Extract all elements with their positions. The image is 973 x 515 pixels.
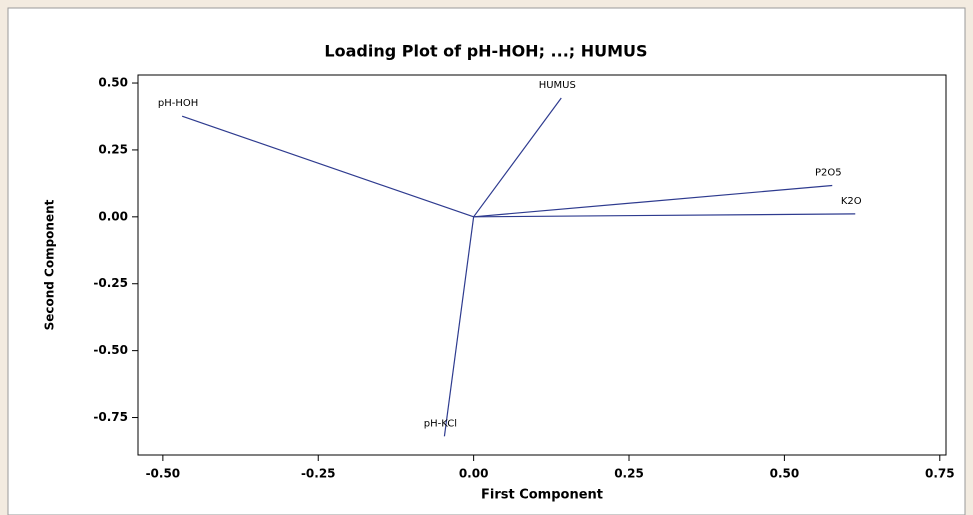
y-tick-label: 0.00 xyxy=(98,209,128,223)
plot-frame xyxy=(137,74,947,456)
point-label: pH-HOH xyxy=(158,98,198,109)
x-axis-label: First Component xyxy=(481,488,603,503)
y-tick-label: -0.75 xyxy=(93,410,128,424)
y-tick-label: 0.50 xyxy=(98,76,128,90)
x-tick-label: 0.25 xyxy=(614,467,644,481)
point-label: K2O xyxy=(841,196,862,207)
y-tick-label: 0.25 xyxy=(98,142,128,156)
point-label: pH-KCl xyxy=(424,418,457,429)
loading-vector xyxy=(181,115,474,218)
chart-title: Loading Plot of pH-HOH; ...; HUMUS xyxy=(324,42,647,61)
x-tick-label: -0.25 xyxy=(301,467,336,481)
point-label: HUMUS xyxy=(539,80,576,91)
loading-vector xyxy=(473,184,833,218)
y-tick-label: -0.25 xyxy=(93,276,128,290)
x-tick-label: 0.00 xyxy=(459,467,489,481)
x-tick-label: 0.75 xyxy=(925,467,955,481)
loading-vector xyxy=(473,97,562,218)
x-tick-label: -0.50 xyxy=(146,467,181,481)
loading-vector xyxy=(473,213,856,218)
point-label: P2O5 xyxy=(815,168,842,179)
loading-vector xyxy=(443,216,475,437)
y-axis-label: Second Component xyxy=(43,199,57,330)
x-tick-label: 0.50 xyxy=(770,467,800,481)
y-tick-label: -0.50 xyxy=(93,343,128,357)
